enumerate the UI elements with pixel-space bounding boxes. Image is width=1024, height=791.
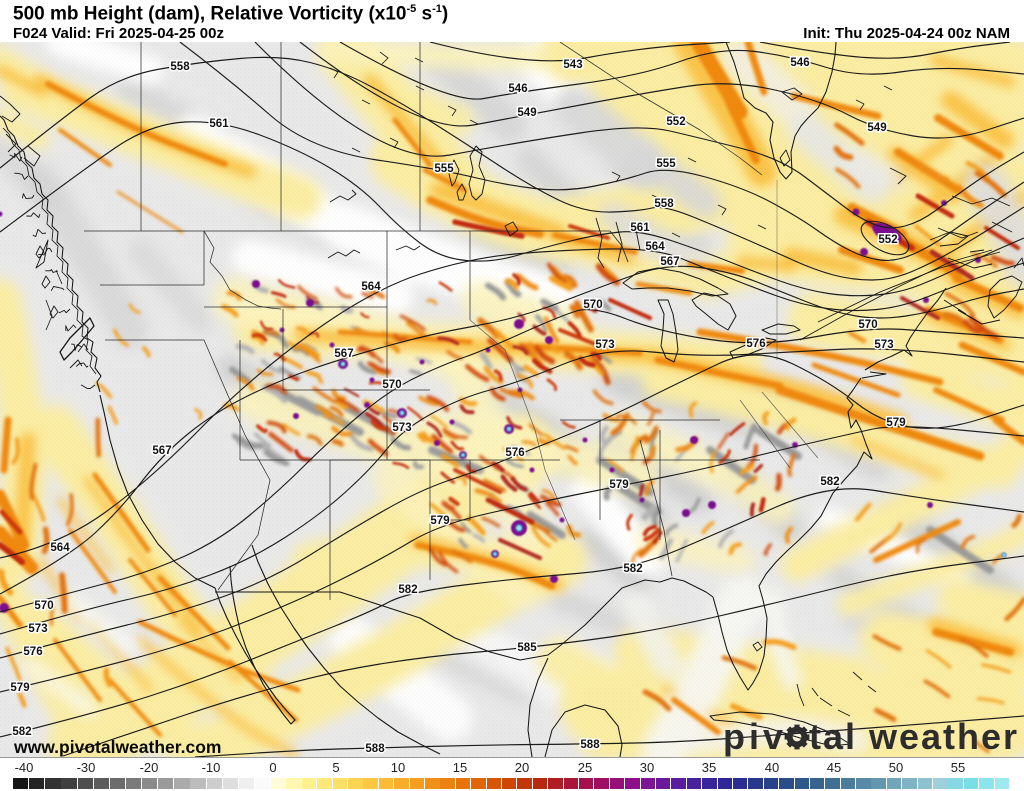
svg-text:567: 567 bbox=[152, 445, 171, 457]
svg-text:558: 558 bbox=[170, 61, 190, 73]
svg-text:www.pivotalweather.com: www.pivotalweather.com bbox=[13, 737, 221, 757]
svg-text:570: 570 bbox=[858, 319, 877, 331]
svg-text:552: 552 bbox=[878, 234, 897, 246]
svg-text:567: 567 bbox=[660, 256, 679, 268]
svg-text:tal weather: tal weather bbox=[809, 716, 1019, 757]
svg-text:576: 576 bbox=[746, 338, 765, 350]
svg-text:570: 570 bbox=[34, 600, 53, 612]
svg-text:573: 573 bbox=[392, 422, 411, 434]
svg-text:582: 582 bbox=[623, 563, 642, 575]
svg-text:570: 570 bbox=[382, 379, 401, 391]
svg-text:564: 564 bbox=[645, 241, 665, 253]
svg-text:543: 543 bbox=[563, 59, 582, 71]
svg-text:576: 576 bbox=[23, 646, 42, 658]
svg-text:564: 564 bbox=[50, 542, 70, 554]
svg-text:579: 579 bbox=[609, 479, 628, 491]
svg-text:549: 549 bbox=[517, 107, 536, 119]
svg-text:579: 579 bbox=[430, 515, 449, 527]
svg-text:546: 546 bbox=[790, 57, 809, 69]
svg-text:585: 585 bbox=[517, 642, 537, 654]
svg-text:582: 582 bbox=[398, 584, 417, 596]
svg-text:546: 546 bbox=[508, 83, 527, 95]
svg-text:567: 567 bbox=[334, 348, 353, 360]
svg-text:573: 573 bbox=[28, 623, 47, 635]
svg-text:582: 582 bbox=[820, 476, 839, 488]
svg-text:561: 561 bbox=[630, 222, 650, 234]
svg-text:555: 555 bbox=[656, 158, 676, 170]
svg-text:579: 579 bbox=[10, 682, 29, 694]
svg-text:piv: piv bbox=[723, 716, 787, 757]
svg-text:570: 570 bbox=[583, 299, 602, 311]
svg-text:558: 558 bbox=[654, 198, 674, 210]
svg-text:573: 573 bbox=[874, 339, 893, 351]
svg-text:549: 549 bbox=[867, 122, 886, 134]
svg-text:555: 555 bbox=[434, 163, 454, 175]
svg-text:564: 564 bbox=[361, 281, 381, 293]
svg-text:561: 561 bbox=[209, 118, 229, 130]
svg-text:588: 588 bbox=[580, 739, 600, 751]
svg-text:576: 576 bbox=[505, 447, 524, 459]
svg-text:579: 579 bbox=[886, 417, 905, 429]
svg-text:588: 588 bbox=[365, 743, 385, 755]
svg-text:552: 552 bbox=[666, 116, 685, 128]
svg-text:582: 582 bbox=[12, 726, 31, 738]
svg-text:573: 573 bbox=[595, 339, 614, 351]
